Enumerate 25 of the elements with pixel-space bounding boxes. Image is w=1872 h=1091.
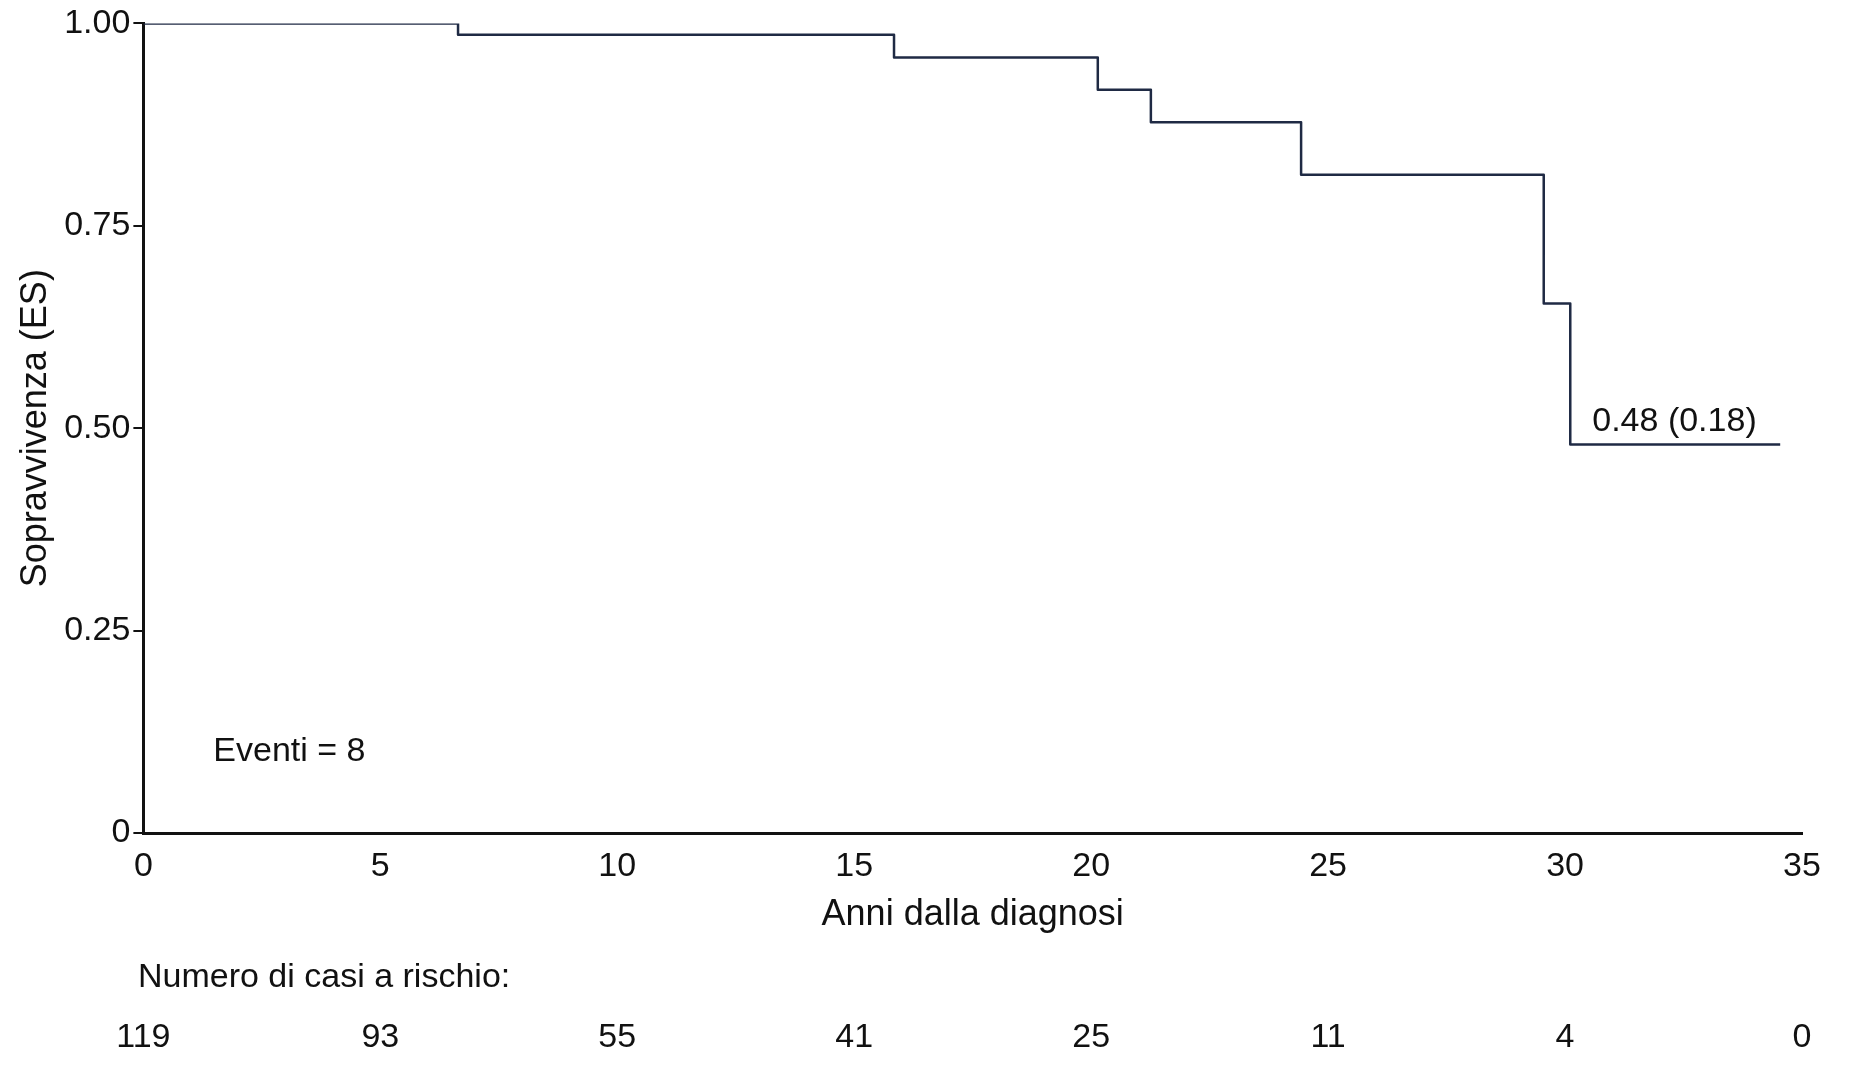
text: 55 bbox=[598, 1016, 637, 1055]
text: 25 bbox=[1072, 1016, 1111, 1055]
text: 41 bbox=[835, 1016, 874, 1055]
x-tick-label: 10 bbox=[598, 844, 637, 883]
x-tick-label: 20 bbox=[1072, 844, 1111, 883]
y-tick-label: 0.75 bbox=[64, 204, 131, 243]
text: 4 bbox=[1555, 1016, 1575, 1055]
x-tick-label: 5 bbox=[370, 844, 390, 883]
x-tick-label: 15 bbox=[835, 844, 874, 883]
x-tick-label: 35 bbox=[1783, 844, 1821, 883]
text: 0 bbox=[1792, 1016, 1812, 1055]
x-tick-label: 25 bbox=[1309, 844, 1348, 883]
y-tick-label: 0.50 bbox=[64, 406, 131, 445]
annotation: 0.48 (0.18) bbox=[1592, 399, 1757, 438]
annotation: Eventi = 8 bbox=[213, 730, 366, 769]
y-tick-label: 1.00 bbox=[64, 1, 131, 40]
text: 93 bbox=[361, 1016, 400, 1055]
y-tick-label: 0 bbox=[111, 811, 131, 850]
text: Numero di casi a rischio: bbox=[138, 956, 511, 995]
text: 119 bbox=[116, 1016, 171, 1055]
y-tick-label: 0.25 bbox=[64, 608, 131, 647]
x-axis-title: Anni dalla diagnosi bbox=[821, 892, 1124, 934]
y-axis-title: Sopravvivenza (ES) bbox=[12, 269, 54, 588]
x-tick-label: 30 bbox=[1546, 844, 1584, 883]
text: 11 bbox=[1310, 1016, 1346, 1055]
